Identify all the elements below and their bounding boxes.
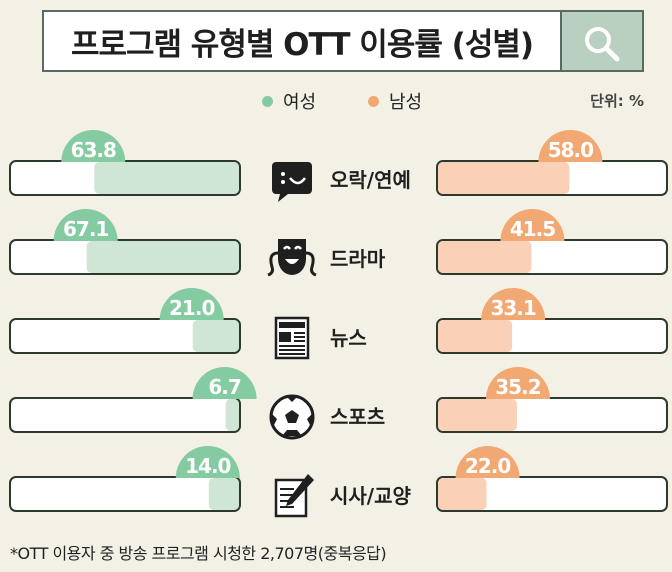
male-bar [438,241,532,273]
male-bar [438,162,570,194]
female-value-badge [61,130,126,162]
legend-label-female: 여성 [283,92,317,113]
search-button[interactable] [562,10,644,72]
female-value-badge [175,446,240,478]
category-label: 뉴스 [330,326,367,350]
title-box: 프로그램 유형별 OTT 이용률 (성별) [42,10,562,72]
female-value-label: 63.8 [71,138,116,162]
soccer-ball-icon [269,394,315,440]
female-bar [208,478,239,510]
legend-dot-male [368,95,379,107]
female-value-badge [192,367,257,399]
female-value-badge [53,209,118,241]
male-value-label: 41.5 [510,217,555,241]
female-bar [86,241,239,273]
female-bar [225,399,239,431]
female-value-badge [159,288,224,320]
newspaper-icon [274,316,310,360]
female-bar [94,162,239,194]
legend-dot-female [262,95,273,107]
category-label: 오락/연예 [330,168,411,192]
male-value-badge [500,209,565,241]
footnote: *OTT 이용자 중 방송 프로그램 시청한 2,707명(중복응답) [10,544,387,563]
male-value-label: 35.2 [495,375,540,399]
male-bar-track [436,476,668,512]
female-bar-track [9,397,241,433]
female-value-label: 14.0 [185,454,230,478]
pen-paper-icon [274,474,314,518]
female-bar [192,320,239,352]
male-value-label: 58.0 [548,138,593,162]
legend-label-male: 남성 [389,92,423,113]
chart-title: 프로그램 유형별 OTT 이용률 (성별) [70,26,534,63]
female-value-label: 67.1 [63,217,108,241]
female-bar-track [9,318,241,354]
male-value-badge [455,446,520,478]
female-value-label: 6.7 [208,375,241,399]
male-value-badge [481,288,546,320]
theater-mask-icon [267,239,317,277]
female-bar-track [9,476,241,512]
male-bar [438,320,513,352]
unit-label: 단위: % [590,92,644,110]
search-icon [585,27,620,62]
category-label: 드라마 [330,247,386,271]
male-value-label: 33.1 [490,296,535,320]
category-label: 시사/교양 [330,484,412,508]
legend-female: 여성 [262,88,316,114]
male-value-badge [538,130,603,162]
female-value-label: 21.0 [169,296,214,320]
male-bar [438,399,517,431]
male-value-badge [485,367,550,399]
chat-bubble-icon [272,162,312,202]
male-value-label: 22.0 [465,454,510,478]
male-bar [438,478,487,510]
legend-male: 남성 [368,88,422,114]
category-label: 스포츠 [330,405,385,429]
